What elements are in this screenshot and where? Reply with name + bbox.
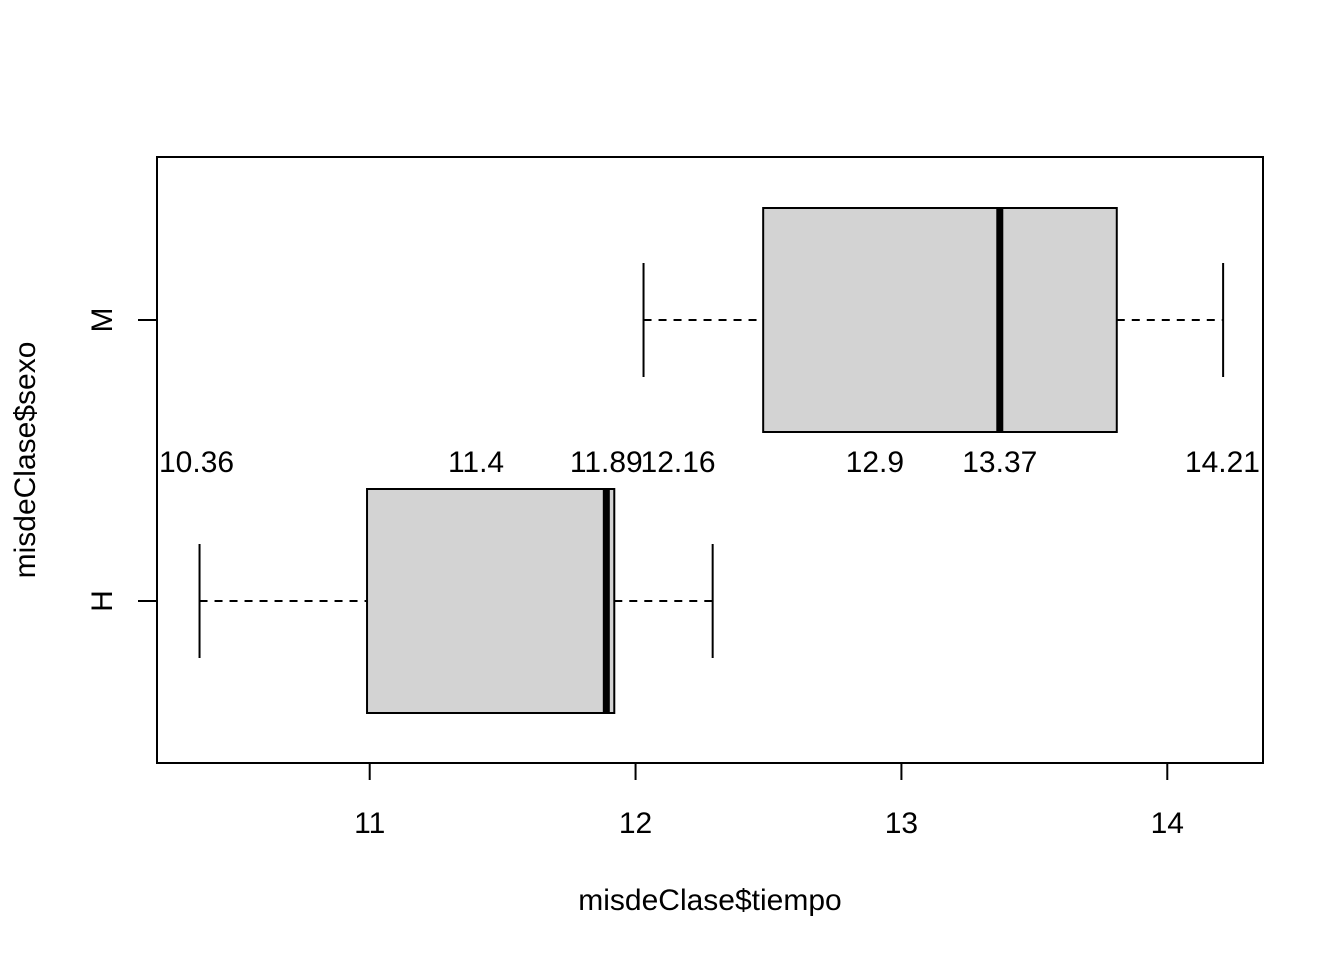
annotation-label: 11.89 <box>570 446 643 479</box>
annotation-label: 10.36 <box>159 446 234 479</box>
annotation-label: 12.9 <box>846 446 904 479</box>
x-tick-label-11: 11 <box>354 807 385 840</box>
plot-frame <box>156 156 1264 764</box>
annotation-label: 11.4 <box>448 446 504 479</box>
annotation-label: 13.37 <box>962 446 1037 479</box>
annotation-label: 12.16 <box>641 446 716 479</box>
x-axis-label: misdeClase$tiempo <box>578 884 841 917</box>
y-tick-label-H: H <box>86 590 119 612</box>
annotation-label: 14.21 <box>1185 446 1260 479</box>
box-m <box>762 207 1118 433</box>
y-axis-label: misdeClase$sexo <box>9 342 42 579</box>
x-tick-label-13: 13 <box>885 807 918 840</box>
x-tick-label-12: 12 <box>619 807 652 840</box>
x-tick-label-14: 14 <box>1151 807 1184 840</box>
y-tick-label-M: M <box>86 308 119 333</box>
box-h <box>366 488 616 714</box>
